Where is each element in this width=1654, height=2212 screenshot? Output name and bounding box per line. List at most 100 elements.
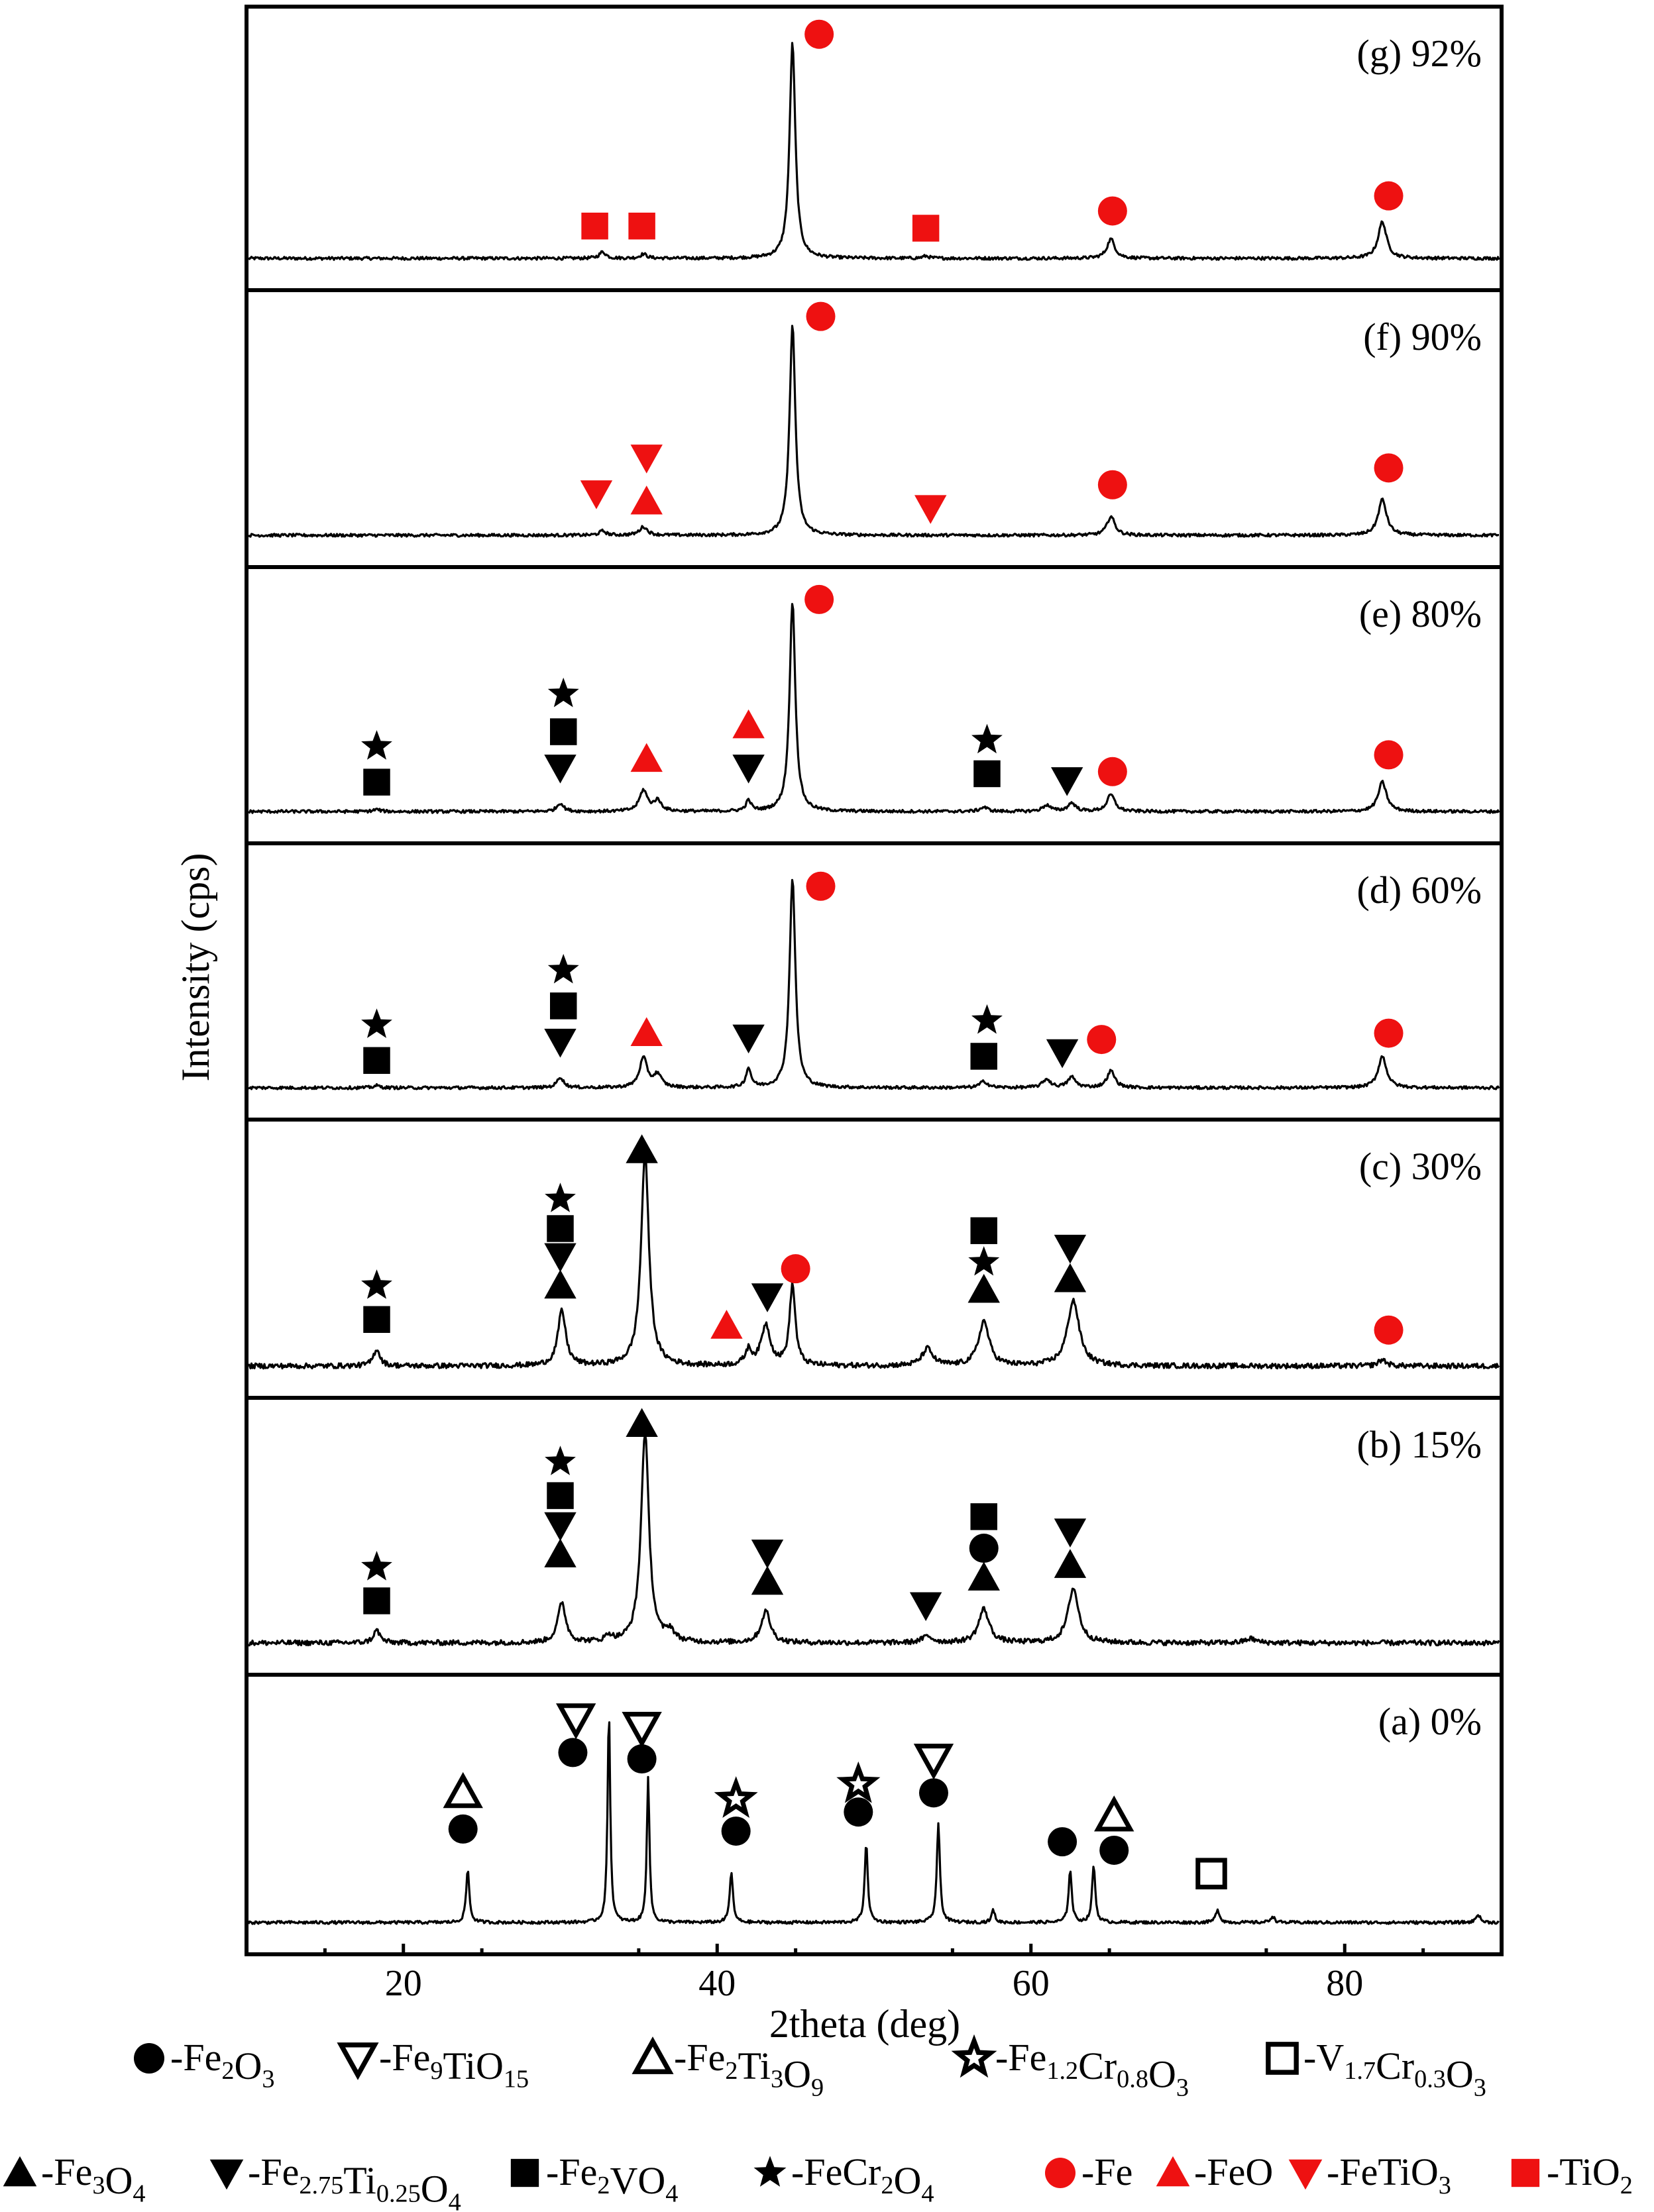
peak-marker-f-7 (1374, 453, 1404, 483)
peak-marker-f-4 (914, 495, 947, 524)
legend-item-2: -Fe9TiO15 (337, 2036, 529, 2093)
panel-frame (245, 1673, 1504, 1956)
peak-marker-a-7 (721, 1817, 751, 1846)
legend-label: -Fe3O4 (41, 2150, 146, 2208)
legend-label: -FeTiO3 (1327, 2150, 1451, 2199)
peak-marker-b-1 (363, 1587, 390, 1614)
peak-marker-f-1 (580, 480, 613, 509)
peak-marker-a-1 (448, 1814, 478, 1844)
peak-marker-c-12 (968, 1246, 1000, 1276)
panel-d: (d) 60% (245, 841, 1504, 1122)
peak-marker-c-11 (967, 1273, 1000, 1303)
legend-item-7: -Fe2.75Ti0.25O4 (209, 2150, 461, 2212)
legend-marker (1156, 2156, 1190, 2187)
peak-marker-e-1 (363, 768, 390, 796)
panel-label: (a) 0% (1378, 1700, 1482, 1743)
legend-marker (337, 2042, 379, 2080)
panel-label: (d) 60% (1357, 869, 1482, 912)
peak-marker-b-14 (1054, 1549, 1087, 1578)
peak-marker-a-10 (836, 1761, 881, 1803)
legend-marker (753, 2156, 787, 2187)
legend-item-11: -FeO (1156, 2150, 1273, 2193)
peak-marker-a-5 (627, 1744, 657, 1774)
peak-marker-b-8 (751, 1565, 784, 1595)
panel-frame (245, 1396, 1504, 1677)
peak-marker-e-11 (971, 723, 1003, 754)
peak-marker-a-11 (918, 1778, 948, 1808)
peak-marker-g-6 (1374, 181, 1404, 211)
panels: (g) 92% (f) 90% (e) 80% (d) 60% (c) 30% (b) 1… (245, 5, 1504, 1956)
panel-label: (b) 15% (1357, 1423, 1482, 1466)
peak-marker-a-3 (558, 1738, 588, 1767)
panel-label: (c) 30% (1359, 1145, 1482, 1188)
peak-marker-c-9 (751, 1283, 784, 1312)
peak-marker-d-4 (549, 992, 577, 1020)
peak-marker-g-2 (628, 212, 655, 240)
peak-marker-e-3 (544, 755, 577, 784)
panel-f: (f) 90% (245, 288, 1504, 569)
peak-marker-e-14 (1374, 740, 1404, 770)
legend-marker (510, 2158, 539, 2187)
peak-marker-b-5 (547, 1482, 574, 1509)
panel-b: (b) 15% (245, 1396, 1504, 1677)
peak-marker-c-5 (547, 1215, 574, 1242)
peak-marker-a-15 (1094, 1795, 1134, 1832)
peak-marker-d-3 (544, 1028, 577, 1058)
peak-marker-a-8 (714, 1776, 758, 1818)
peak-marker-d-5 (547, 953, 579, 984)
peak-marker-e-12 (1051, 767, 1083, 796)
peak-marker-f-5 (806, 301, 836, 331)
legend-label: -FeCr2O4 (791, 2150, 934, 2208)
peak-marker-d-2 (361, 1008, 392, 1038)
legend-item-10: -Fe (1045, 2150, 1132, 2193)
legend-marker (1288, 2159, 1323, 2190)
x-tick-label: 20 (385, 1963, 422, 2004)
peak-marker-e-13 (1097, 757, 1127, 786)
peak-marker-g-4 (804, 19, 834, 49)
panel-g: (g) 92% (245, 5, 1504, 292)
legend-marker (1511, 2158, 1540, 2187)
peak-marker-c-3 (544, 1269, 577, 1299)
legend-marker (951, 2034, 997, 2078)
peak-marker-a-6 (622, 1712, 662, 1748)
peak-marker-c-2 (361, 1269, 392, 1299)
peak-marker-c-4 (544, 1243, 577, 1273)
peak-marker-g-3 (912, 215, 940, 242)
legend-item-9: -FeCr2O4 (753, 2150, 934, 2208)
peak-marker-d-8 (806, 871, 836, 901)
peak-marker-c-14 (1054, 1263, 1087, 1292)
panel-label: (f) 90% (1363, 315, 1482, 358)
trace-b (248, 1433, 1500, 1647)
peak-marker-e-5 (547, 677, 579, 708)
legend-item-5: -V1.7Cr0.3O3 (1266, 2036, 1486, 2101)
legend-label: -V1.7Cr0.3O3 (1303, 2036, 1486, 2101)
legend-label: -Fe9TiO15 (379, 2036, 529, 2093)
peak-marker-a-9 (844, 1797, 873, 1827)
peak-marker-b-3 (544, 1538, 577, 1567)
peak-marker-b-2 (361, 1551, 392, 1581)
panel-label: (g) 92% (1357, 32, 1482, 75)
peak-marker-c-10 (781, 1254, 810, 1284)
peak-marker-f-6 (1097, 470, 1127, 500)
peak-marker-d-9 (970, 1043, 997, 1070)
peak-marker-b-12 (969, 1534, 999, 1563)
x-tick-label: 80 (1326, 1963, 1363, 2004)
trace-a (247, 1721, 1500, 1925)
peak-marker-g-1 (581, 212, 608, 240)
panel-e: (e) 80% (245, 565, 1504, 845)
peak-marker-e-7 (732, 755, 765, 784)
trace-e (247, 603, 1500, 814)
peak-marker-c-16 (1374, 1315, 1404, 1345)
trace-g (247, 42, 1500, 261)
peak-marker-a-13 (1048, 1827, 1077, 1857)
peak-marker-a-4 (555, 1703, 596, 1740)
panel-frame (245, 1118, 1504, 1400)
peak-marker-f-2 (630, 485, 663, 515)
legend-item-12: -FeTiO3 (1288, 2150, 1451, 2199)
panel-label: (e) 80% (1359, 592, 1482, 635)
peak-marker-e-8 (732, 709, 765, 739)
peak-marker-d-6 (630, 1017, 663, 1046)
legend-item-8: -Fe2VO4 (510, 2150, 678, 2208)
peak-marker-e-9 (804, 584, 834, 614)
y-axis-label: Intensity (cps) (174, 853, 217, 1082)
